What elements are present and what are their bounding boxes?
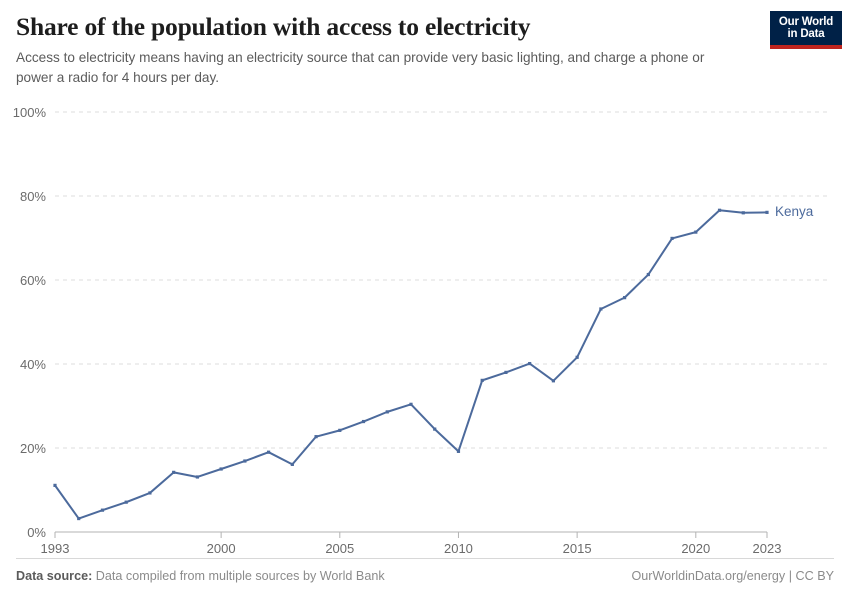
data-point[interactable] [623,296,627,300]
our-world-in-data-logo[interactable]: Our World in Data [770,11,842,49]
data-point[interactable] [53,483,57,487]
y-axis-tick-label: 60% [19,273,46,288]
data-point[interactable] [338,428,342,432]
x-axis-tick-label: 2010 [443,541,473,556]
data-point[interactable] [195,475,199,479]
data-point[interactable] [765,210,769,214]
logo-line-2: in Data [787,28,825,40]
data-point[interactable] [504,370,508,374]
data-point[interactable] [551,379,555,383]
data-point[interactable] [599,307,603,311]
data-point[interactable] [243,459,247,463]
chart-header: Share of the population with access to e… [16,12,836,87]
series-points-kenya [53,208,769,521]
footer-divider [16,558,834,559]
data-point[interactable] [717,208,722,212]
y-axis-tick-label: 0% [27,525,46,540]
data-point[interactable] [361,419,366,424]
data-source-text: Data source: Data compiled from multiple… [16,569,385,583]
y-axis-tick-label: 40% [19,357,46,372]
data-point[interactable] [314,435,318,439]
data-point[interactable] [646,272,650,277]
data-point[interactable] [124,500,128,504]
y-axis-tick-label: 100% [12,105,46,120]
chart-subtitle: Access to electricity means having an el… [16,50,705,85]
chart-footer: Data source: Data compiled from multiple… [16,566,834,588]
data-point[interactable] [409,402,413,406]
data-point[interactable] [77,516,81,521]
x-axis-ticks [54,532,768,538]
x-axis-tick-label: 2015 [562,541,592,556]
logo-line-1: Our World [778,15,834,28]
series-label-kenya[interactable]: Kenya [775,204,814,220]
x-axis-tick-label: 2000 [206,541,236,556]
x-axis-tick-label: 2023 [752,541,782,556]
data-point[interactable] [148,491,152,495]
x-axis-tick-label: 2020 [681,541,711,556]
chart-svg [53,111,827,538]
data-point[interactable] [480,378,484,382]
data-point[interactable] [456,449,461,453]
data-point[interactable] [385,410,389,414]
data-point[interactable] [575,355,579,359]
y-axis-tick-label: 80% [19,189,46,204]
data-point[interactable] [267,450,271,454]
y-axis-tick-label: 20% [19,441,46,456]
page-title: Share of the population with access to e… [16,12,531,41]
gridlines [55,111,827,449]
data-point[interactable] [694,230,698,234]
data-point[interactable] [433,427,437,431]
data-point[interactable] [100,508,105,512]
data-point[interactable] [290,462,294,466]
x-axis-tick-label: 1993 [40,541,70,556]
data-point[interactable] [172,470,176,474]
data-source-label: Data source: [16,569,93,583]
data-point[interactable] [219,467,223,471]
data-point[interactable] [670,236,674,241]
line-chart[interactable]: 0% 20% 40% 60% 80% 100% 1993 2000 2005 2010 2015 2… [0,95,850,555]
license-text[interactable]: OurWorldinData.org/energy | CC BY [631,569,834,583]
data-point[interactable] [528,361,532,366]
data-source-value: Data compiled from multiple sources by W… [95,569,385,583]
x-axis-tick-label: 2005 [325,541,355,556]
data-point[interactable] [741,211,745,215]
